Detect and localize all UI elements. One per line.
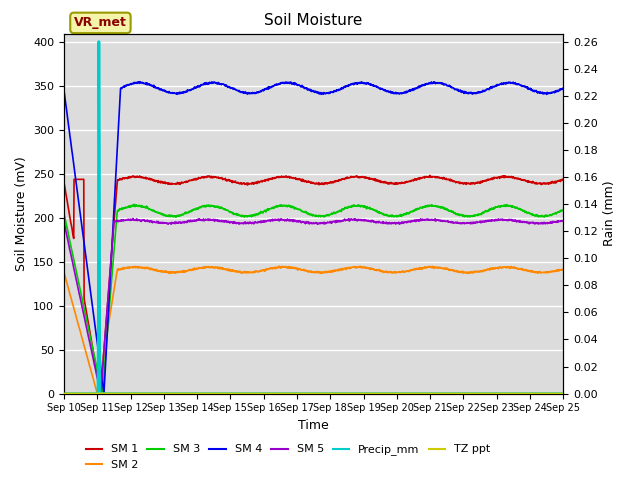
TZ ppt [391,391,399,396]
SM 3 [60,211,68,216]
SM 2 [275,263,283,269]
SM 3 [228,209,236,215]
SM 3 [130,202,138,207]
SM 3 [99,390,106,396]
SM 3 [160,212,168,218]
SM 4 [358,79,365,84]
Line: SM 5: SM 5 [64,218,563,393]
SM 1 [559,176,567,182]
SM 4 [392,91,399,96]
Line: Precip_mm: Precip_mm [64,42,563,394]
Line: SM 3: SM 3 [64,204,563,393]
Precip_mm [172,391,179,396]
SM 2 [500,264,508,270]
SM 1 [426,172,433,178]
SM 1 [457,180,465,186]
Precip_mm [159,391,167,396]
Line: SM 2: SM 2 [64,266,563,394]
SM 4 [500,80,508,86]
Title: Soil Moisture: Soil Moisture [264,13,363,28]
SM 4 [172,91,179,96]
TZ ppt [60,391,68,396]
SM 2 [392,269,399,275]
SM 2 [457,269,465,275]
SM 1 [172,181,179,187]
Precip_mm [60,391,68,396]
Line: SM 4: SM 4 [64,82,563,394]
TZ ppt [171,391,179,396]
SM 5 [172,220,180,226]
Y-axis label: Rain (mm): Rain (mm) [604,181,616,246]
SM 5 [559,218,567,224]
Precip_mm [500,391,508,396]
SM 2 [227,268,235,274]
SM 5 [228,219,236,225]
SM 2 [60,269,68,275]
Line: SM 1: SM 1 [64,175,563,392]
TZ ppt [159,391,166,396]
SM 1 [391,180,399,186]
SM 5 [97,390,104,396]
SM 2 [159,268,167,274]
SM 5 [500,217,508,223]
SM 5 [392,220,399,226]
TZ ppt [500,391,508,396]
SM 5 [129,216,137,221]
SM 1 [60,180,68,185]
SM 4 [457,89,465,95]
SM 5 [60,219,68,225]
Y-axis label: Soil Moisture (mV): Soil Moisture (mV) [15,156,28,271]
SM 4 [159,88,167,94]
SM 3 [392,213,399,219]
Precip_mm [391,391,399,396]
TZ ppt [227,391,235,396]
SM 3 [457,212,465,218]
SM 4 [227,85,235,91]
SM 2 [93,391,101,396]
Precip_mm [456,391,464,396]
SM 1 [227,179,235,184]
SM 1 [159,180,167,186]
SM 4 [559,86,567,92]
SM 2 [172,269,179,275]
Legend: SM 1, SM 2, SM 3, SM 4, SM 5, Precip_mm, TZ ppt: SM 1, SM 2, SM 3, SM 4, SM 5, Precip_mm,… [81,440,495,474]
TZ ppt [559,391,567,396]
Text: VR_met: VR_met [74,16,127,29]
SM 1 [500,175,508,180]
SM 4 [60,88,68,94]
SM 4 [100,391,108,396]
SM 3 [559,207,567,213]
TZ ppt [456,391,463,396]
Precip_mm [95,39,102,45]
SM 3 [500,203,508,208]
Precip_mm [559,391,567,396]
Precip_mm [227,391,235,396]
SM 3 [172,214,180,219]
X-axis label: Time: Time [298,419,329,432]
SM 5 [160,220,168,226]
SM 5 [457,221,465,227]
SM 1 [97,389,104,395]
SM 2 [559,266,567,272]
